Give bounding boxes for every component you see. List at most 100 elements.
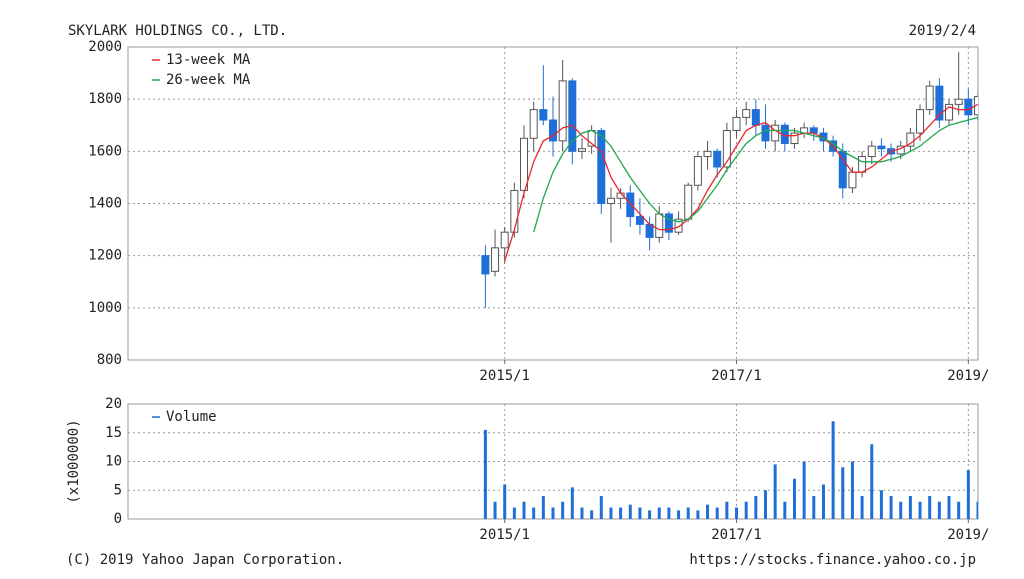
- volume-bar: [918, 501, 922, 519]
- volume-bar: [512, 507, 516, 519]
- volume-bar: [937, 501, 941, 519]
- volume-bar: [715, 507, 719, 519]
- ma-line: [533, 116, 978, 233]
- candle-body: [703, 150, 712, 158]
- candle-body: [674, 218, 683, 233]
- volume-bar: [580, 507, 584, 519]
- volume-bar: [706, 504, 710, 519]
- candle-body: [684, 184, 693, 220]
- volume-bar: [831, 421, 835, 519]
- candle-body: [529, 109, 538, 139]
- y-tick-label: 10: [105, 454, 122, 470]
- y-tick-label: 1000: [88, 300, 122, 316]
- x-tick-label: 2017/1: [711, 527, 762, 543]
- candle-body: [867, 145, 876, 158]
- volume-bar: [561, 501, 565, 519]
- y-tick-label: 1600: [88, 143, 122, 159]
- candle-body: [945, 103, 954, 121]
- y-tick-label: 1800: [88, 91, 122, 107]
- volume-bar: [966, 470, 970, 519]
- volume-bar: [522, 501, 526, 519]
- x-tick-label: 2015/1: [479, 527, 530, 543]
- volume-bar: [599, 496, 603, 519]
- candle-body: [635, 216, 644, 225]
- volume-bar: [947, 496, 951, 519]
- copyright: (C) 2019 Yahoo Japan Corporation.: [66, 552, 344, 568]
- volume-bar: [860, 496, 864, 519]
- volume-bar: [889, 496, 893, 519]
- volume-bar: [638, 507, 642, 519]
- volume-bar: [879, 490, 883, 519]
- volume-bar: [493, 501, 497, 519]
- source-url: https://stocks.finance.yahoo.co.jp: [689, 552, 976, 568]
- candle-body: [655, 213, 664, 238]
- volume-bar: [657, 507, 661, 519]
- volume-bar: [503, 484, 507, 519]
- candle-body: [693, 156, 702, 186]
- y-tick-label: 20: [105, 396, 122, 412]
- legend-label: 13-week MA: [166, 52, 251, 68]
- candle-body: [510, 189, 519, 233]
- legend-label: Volume: [166, 409, 217, 425]
- plot: [128, 404, 978, 519]
- candle-body: [858, 156, 867, 173]
- volume-bar: [590, 510, 594, 519]
- candle-body: [809, 127, 818, 134]
- volume-bar: [609, 507, 613, 519]
- y-tick-label: 0: [114, 511, 122, 527]
- candle-body: [751, 109, 760, 126]
- volume-bar: [677, 510, 681, 519]
- x-tick-label: 2019/: [947, 527, 989, 543]
- y-tick-label: 2000: [88, 39, 122, 55]
- legend-label: 26-week MA: [166, 72, 251, 88]
- candle-body: [539, 109, 548, 121]
- volume-bar: [899, 501, 903, 519]
- x-tick-label: 2015/1: [479, 368, 530, 384]
- candle-body: [964, 98, 973, 116]
- candle-body: [935, 85, 944, 121]
- volume-bar: [725, 501, 729, 519]
- volume-bar: [802, 461, 806, 519]
- volume-bar: [648, 510, 652, 519]
- candle-body: [761, 124, 770, 142]
- volume-bar: [792, 478, 796, 519]
- company-name: SKYLARK HOLDINGS CO., LTD.: [68, 23, 287, 39]
- volume-bar: [570, 487, 574, 519]
- candle-body: [520, 137, 529, 191]
- candle-body: [771, 124, 780, 142]
- volume-bar: [870, 444, 874, 519]
- volume-bar: [841, 467, 845, 519]
- volume-bar: [619, 507, 623, 519]
- y-tick-label: 5: [114, 482, 122, 498]
- volume-bar: [754, 496, 758, 519]
- y-tick-label: 1200: [88, 248, 122, 264]
- volume-bar: [551, 507, 555, 519]
- candle-body: [790, 132, 799, 145]
- volume-bar: [532, 507, 536, 519]
- candle-body: [491, 247, 500, 272]
- volume-bar: [850, 461, 854, 519]
- candle-body: [558, 80, 567, 142]
- plot: [128, 47, 978, 360]
- candle-body: [722, 129, 731, 168]
- candle-body: [577, 148, 586, 152]
- volume-bar: [735, 507, 739, 519]
- candle-body: [626, 192, 635, 218]
- candle-body: [597, 129, 606, 204]
- volume-bar: [783, 501, 787, 519]
- candle-body: [732, 116, 741, 131]
- volume-bar: [773, 464, 777, 519]
- candle-body: [742, 109, 751, 118]
- volume-bar: [696, 510, 700, 519]
- candle-body: [568, 80, 577, 152]
- candle-body: [549, 119, 557, 142]
- candle-body: [916, 109, 925, 134]
- volume-bar: [812, 496, 816, 519]
- volume-bar: [908, 496, 912, 519]
- ma-line: [504, 103, 978, 262]
- candle-body: [848, 171, 857, 189]
- volume-bar: [764, 490, 767, 519]
- candle-body: [481, 255, 490, 275]
- y-axis-label: (x1000000): [66, 419, 82, 503]
